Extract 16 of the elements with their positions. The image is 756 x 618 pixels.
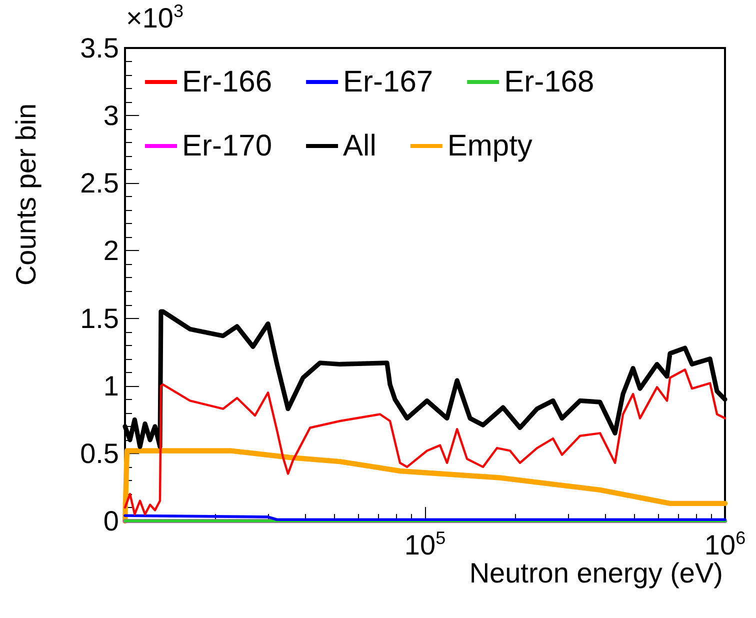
y-tick-label: 1 [103,370,119,402]
y-tick-label: 2 [103,235,119,266]
legend-label: Er-170 [182,130,272,162]
legend-label: Er-166 [182,66,272,98]
legend-label: All [343,130,376,162]
legend-label: Er-168 [504,66,594,98]
legend-label: Empty [447,130,532,162]
y-tick-label: 2.5 [80,168,119,199]
x-axis-title: Neutron energy (eV) [469,558,723,588]
legend-label: Er-167 [343,66,434,98]
y-tick-label: 3.5 [80,32,119,64]
y-axis-title: Counts per bin [10,103,42,286]
y-tick-label: 0 [103,506,119,536]
y-tick-label: 3 [103,100,119,132]
y-tick-label: 0.5 [80,438,119,469]
y-tick-label: 1.5 [80,302,119,334]
